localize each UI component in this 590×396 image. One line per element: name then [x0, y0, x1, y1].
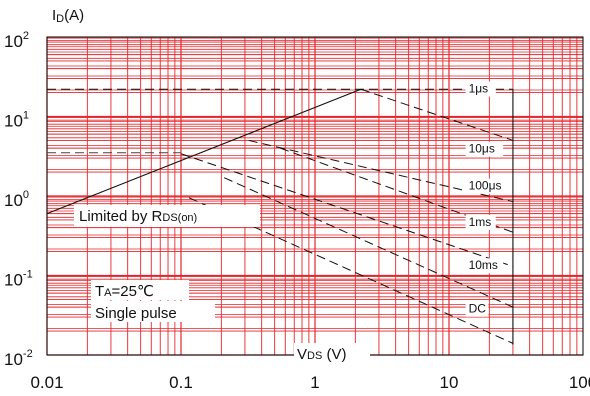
x-tick-label: 1: [310, 373, 319, 392]
y-tick-base: 10: [4, 32, 23, 51]
x-tick-label: 0.01: [30, 373, 63, 392]
curve-label-bg: [465, 258, 504, 274]
x-tick-label: 100: [569, 373, 590, 392]
y-tick-label: 10-2: [4, 348, 33, 369]
rds-limit-annotation: Limited by RDS(on): [74, 205, 260, 227]
curves: [46, 88, 514, 345]
curve-label-bg: [465, 141, 504, 157]
svg-text:Limited by RDS(on): Limited by RDS(on): [79, 208, 197, 225]
y-tick-base: 10: [4, 191, 23, 210]
curve-label: 1ms: [469, 215, 492, 229]
rds-limit-line: [46, 88, 362, 215]
y-tick-exponent: 1: [23, 110, 29, 122]
series-line-10ms: [223, 177, 514, 308]
y-tick-exponent: 2: [23, 30, 29, 42]
y-axis-title: ID(A): [52, 7, 84, 25]
curve-label: DC: [469, 302, 487, 316]
y-tick-label: 101: [4, 110, 29, 131]
y-tick-base: 10: [4, 350, 23, 369]
x-tick-label: 10: [440, 373, 459, 392]
single-pulse-annotation: Single pulse: [91, 301, 215, 322]
temperature-annotation: TA=25℃: [91, 280, 189, 300]
curve-label: 10μs: [469, 142, 495, 156]
series-line-1ms: [180, 153, 514, 267]
curve-label-bg: [465, 301, 489, 317]
svg-text:VDS (V): VDS (V): [297, 346, 346, 363]
y-tick-base: 10: [4, 112, 23, 131]
curve-label-bg: [465, 81, 496, 97]
y-tick-label: 100: [4, 189, 29, 210]
x-axis-title: VDS (V): [294, 343, 370, 363]
y-tick-exponent: -2: [23, 348, 33, 360]
curve-label: 100μs: [469, 179, 502, 193]
y-tick-label: 102: [4, 30, 29, 51]
y-tick-label: 10-1: [4, 269, 33, 290]
y-tick-exponent: -1: [23, 269, 33, 281]
y-tick-base: 10: [4, 271, 23, 290]
curve-label-bg: [465, 178, 511, 194]
svg-text:Single pulse: Single pulse: [95, 305, 177, 322]
curve-label-bg: [465, 214, 496, 230]
curve-label: 1μs: [469, 82, 489, 96]
x-tick-labels: 0.01 0.1 1 10 100: [30, 373, 590, 392]
series-line-1μs: [360, 88, 514, 141]
svg-text:TA=25℃: TA=25℃: [95, 283, 154, 300]
curve-labels: 1μs 10μs 100μs 1ms 10ms DC: [465, 81, 511, 317]
x-tick-label: 0.1: [169, 373, 193, 392]
y-tick-exponent: 0: [23, 189, 29, 201]
curve-label: 10ms: [469, 258, 498, 272]
